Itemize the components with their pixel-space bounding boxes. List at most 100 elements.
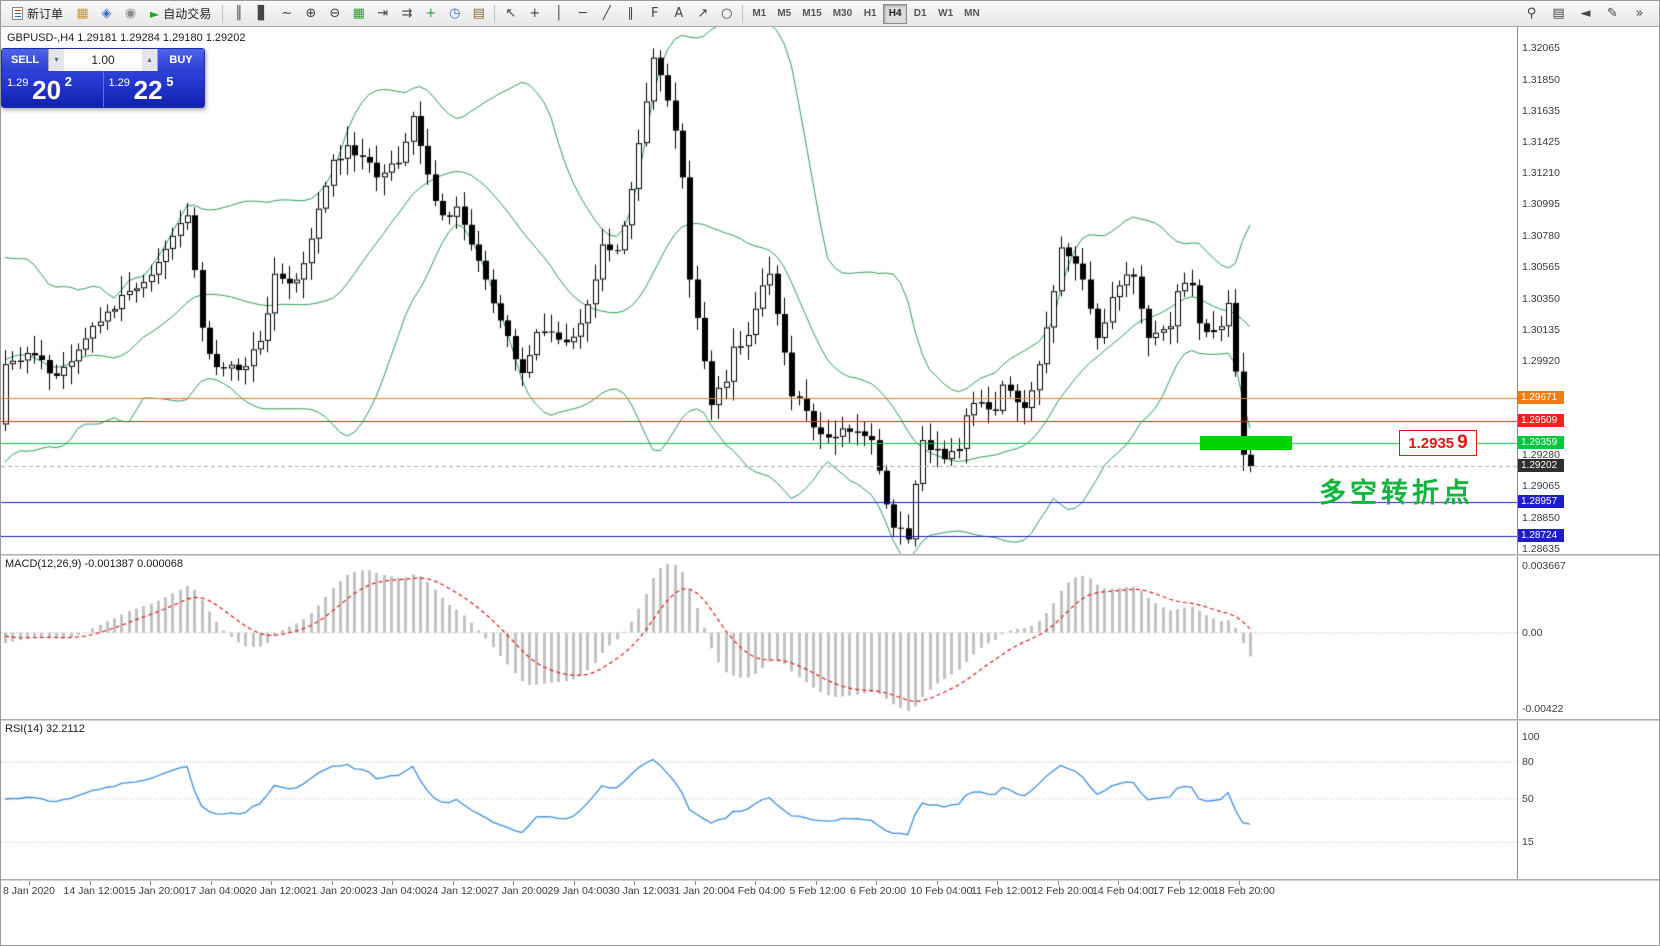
zoom-in-button[interactable]: ⊕ [299, 3, 322, 25]
sell-price-button[interactable]: 1.29 20 2 [2, 71, 103, 107]
volume-input[interactable] [64, 49, 142, 71]
price-level-label: 1.29671 [1518, 390, 1564, 404]
chart-shift-button[interactable]: ⇉ [395, 3, 418, 25]
arrows-icon: ↗ [697, 6, 709, 21]
timeframe-m15-button[interactable]: M15 [797, 4, 826, 24]
rsi-chart-canvas[interactable] [1, 721, 1517, 879]
pane-separator[interactable] [1, 719, 1659, 721]
crosshair-button[interactable]: + [523, 3, 546, 25]
trendline-button[interactable]: ╱ [595, 3, 618, 25]
templates-button[interactable]: ▤ [467, 3, 490, 25]
price-axis[interactable] [1517, 27, 1659, 881]
autotrading-button[interactable]: ► 自动交易 [143, 3, 218, 25]
toolbar-group-right: ⚲ ▤ ◄ ✎ » [1520, 3, 1651, 25]
horizontal-line-icon: ─ [578, 6, 587, 21]
volume-control: ▾ ▴ [48, 49, 158, 71]
main-toolbar: 新订单 ▦ ◈ ◉ ► 自动交易 ║ ▋ ~ ⊕ ⊖ ▦ ⇥ ⇉ + ◷ ▤ ↖ + │ ─ ╱ ∥ F A ↗ ○ M1… [1, 1, 1659, 27]
timeframe-h4-button[interactable]: H4 [883, 3, 908, 24]
volume-up-button[interactable]: ▴ [142, 49, 157, 71]
time-label: 14 Feb 04:00 [1092, 885, 1154, 897]
price-axis-label: 1.31635 [1522, 104, 1560, 117]
price-callout[interactable]: 1.2935 9 [1399, 430, 1477, 457]
time-label: 11 Feb 12:00 [971, 885, 1033, 897]
buy-price-base: 1.29 [108, 77, 130, 89]
pane-separator[interactable] [1, 554, 1659, 556]
auto-scroll-button[interactable]: ⇥ [371, 3, 394, 25]
price-axis-label: 1.29920 [1522, 355, 1560, 368]
undo-button[interactable]: ◄ [1574, 3, 1597, 25]
price-chart-canvas[interactable] [1, 27, 1517, 554]
highlight-rectangle[interactable] [1200, 436, 1292, 451]
zoom-out-button[interactable]: ⊖ [323, 3, 346, 25]
time-tick [1057, 881, 1059, 885]
crosshair-icon: + [529, 6, 541, 21]
timeframe-w1-button[interactable]: W1 [933, 4, 958, 24]
price-axis-label: 1.31210 [1522, 166, 1560, 179]
chart-title: GBPUSD-,H4 1.29181 1.29284 1.29180 1.292… [7, 32, 246, 44]
timeframe-d1-button[interactable]: D1 [908, 4, 932, 24]
time-tick [271, 881, 272, 885]
macd-axis-max: 0.003667 [1522, 560, 1566, 572]
new-order-button[interactable]: 新订单 [5, 3, 70, 25]
line-chart-button[interactable]: ~ [275, 3, 298, 25]
timeframe-m1-button[interactable]: M1 [747, 4, 771, 24]
shapes-button[interactable]: ○ [715, 3, 738, 25]
text-button[interactable]: A [667, 3, 690, 25]
bar-chart-button[interactable]: ║ [227, 3, 250, 25]
price-axis-label: 1.32065 [1522, 42, 1560, 55]
market-watch-button[interactable]: ◈ [95, 3, 118, 25]
time-tick [1178, 881, 1180, 885]
cursor-button[interactable]: ↖ [499, 3, 522, 25]
oct-price-divider [102, 71, 104, 107]
fibonacci-button[interactable]: F [643, 3, 666, 25]
rsi-axis-label: 100 [1522, 731, 1540, 743]
indicators-button[interactable]: + [419, 3, 442, 25]
sell-button[interactable]: SELL [2, 49, 48, 71]
time-tick [210, 881, 212, 885]
objects-list-icon: ▤ [1552, 6, 1565, 21]
timeframe-m5-button[interactable]: M5 [772, 4, 796, 24]
vertical-line-icon: │ [554, 6, 563, 21]
chart-window-button[interactable]: ▦ [71, 3, 94, 25]
time-label: 17 Jan 04:00 [184, 885, 246, 897]
search-button[interactable]: ⚲ [1520, 3, 1543, 25]
periods-button[interactable]: ◷ [443, 3, 466, 25]
price-axis-label: 1.28850 [1522, 511, 1560, 524]
buy-button[interactable]: BUY [158, 49, 204, 71]
time-label: 15 Jan 20:00 [124, 885, 185, 897]
toolbar-separator [494, 4, 496, 23]
volume-down-button[interactable]: ▾ [49, 49, 64, 71]
price-axis-label: 1.30780 [1522, 229, 1560, 242]
horizontal-line-button[interactable]: ─ [571, 3, 594, 25]
timeframe-h1-button[interactable]: H1 [858, 4, 882, 24]
terminal-button[interactable]: ◉ [119, 3, 142, 25]
tile-windows-button[interactable]: ▦ [347, 3, 370, 25]
price-axis-label: 1.31850 [1522, 73, 1560, 86]
periods-icon: ◷ [449, 6, 461, 21]
timeframe-mn-button[interactable]: MN [959, 4, 985, 24]
trendline-icon: ╱ [602, 6, 611, 21]
time-label: 27 Jan 20:00 [487, 885, 548, 897]
cursor-icon: ↖ [505, 6, 517, 21]
edit-button[interactable]: ✎ [1601, 3, 1624, 25]
toolbar-group-timeframes: M1 M5 M15 M30 H1 H4 D1 W1 MN [747, 3, 985, 24]
time-tick [513, 881, 514, 885]
annotation-text[interactable]: 多空转折点 [1319, 478, 1474, 509]
pane-separator[interactable] [1, 879, 1659, 881]
time-axis[interactable] [1, 881, 1659, 945]
time-tick [452, 881, 454, 885]
objects-list-button[interactable]: ▤ [1547, 3, 1570, 25]
buy-price-button[interactable]: 1.29 22 5 [103, 71, 204, 107]
macd-chart-canvas[interactable] [1, 556, 1517, 719]
candlestick-chart-button[interactable]: ▋ [251, 3, 274, 25]
zoom-in-icon: ⊕ [305, 6, 317, 21]
vertical-line-button[interactable]: │ [547, 3, 570, 25]
price-level-label: 1.29202 [1518, 459, 1564, 473]
price-axis-label: 1.30350 [1522, 292, 1560, 305]
one-click-trading-widget: SELL ▾ ▴ BUY 1.29 20 2 1.29 22 5 [1, 48, 205, 108]
timeframe-m30-button[interactable]: M30 [828, 4, 857, 24]
price-level-label: 1.28957 [1518, 494, 1564, 508]
channel-button[interactable]: ∥ [619, 3, 642, 25]
overflow-button[interactable]: » [1628, 3, 1651, 25]
arrows-button[interactable]: ↗ [691, 3, 714, 25]
